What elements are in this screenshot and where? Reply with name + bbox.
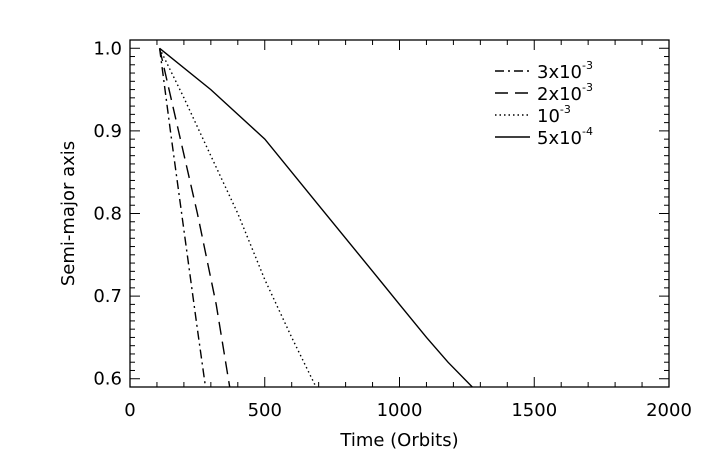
- y-axis-label: Semi-major axis: [58, 141, 79, 286]
- legend-label: 10-3: [537, 103, 571, 127]
- legend-label: 2x10-3: [537, 81, 593, 105]
- series-line-5x10-4: [159, 47, 473, 388]
- y-tick-label: 1.0: [93, 38, 122, 59]
- series-lines: [158, 47, 473, 388]
- y-tick-label: 0.7: [93, 286, 122, 307]
- y-tick-label: 0.6: [93, 369, 122, 390]
- axis-ticks: [129, 40, 670, 387]
- x-tick-label: 0: [124, 400, 135, 421]
- x-tick-label: 1500: [511, 400, 557, 421]
- x-axis-label: Time (Orbits): [339, 430, 458, 451]
- x-tick-label: 500: [248, 400, 282, 421]
- series-line-2x10-3: [158, 48, 231, 388]
- y-tick-label: 0.9: [93, 121, 122, 142]
- x-tick-label: 2000: [646, 400, 692, 421]
- series-line-10-3: [158, 47, 317, 388]
- x-tick-label: 1000: [377, 400, 423, 421]
- legend-label: 3x10-3: [537, 59, 593, 83]
- y-tick-label: 0.8: [93, 204, 122, 225]
- tick-labels: 0 500 1000 1500 2000 0.6 0.7 0.8 0.9 1.0: [93, 38, 692, 421]
- legend-label: 5x10-4: [537, 125, 593, 149]
